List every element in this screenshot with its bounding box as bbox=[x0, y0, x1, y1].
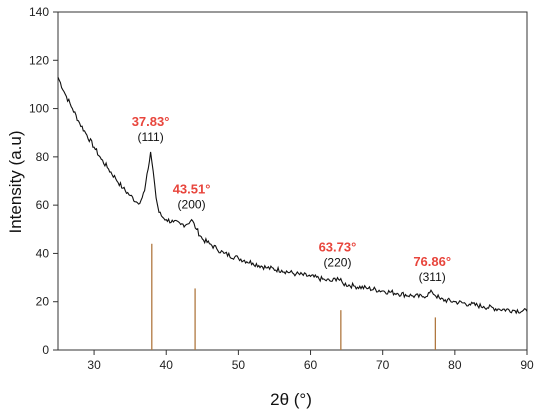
y-axis-title: Intensity (a.u) bbox=[6, 131, 25, 234]
peak-hkl-label: (200) bbox=[178, 198, 206, 212]
y-tick-label: 20 bbox=[36, 295, 50, 309]
x-tick-label: 40 bbox=[160, 358, 174, 372]
x-tick-label: 60 bbox=[304, 358, 318, 372]
peak-angle-label: 43.51° bbox=[173, 182, 211, 197]
x-tick-label: 50 bbox=[232, 358, 246, 372]
y-tick-label: 60 bbox=[36, 198, 50, 212]
y-tick-label: 140 bbox=[29, 5, 49, 19]
y-tick-label: 80 bbox=[36, 150, 50, 164]
y-tick-label: 120 bbox=[29, 53, 49, 67]
y-tick-label: 100 bbox=[29, 102, 49, 116]
peak-angle-label: 76.86° bbox=[413, 254, 451, 269]
y-tick-label: 40 bbox=[36, 246, 50, 260]
x-tick-label: 80 bbox=[448, 358, 462, 372]
x-tick-label: 70 bbox=[376, 358, 390, 372]
series-layer bbox=[57, 76, 528, 315]
plot-area bbox=[57, 11, 528, 351]
x-tick-label: 90 bbox=[520, 358, 534, 372]
x-axis-title: 2θ (°) bbox=[270, 390, 312, 409]
plot-frame bbox=[57, 11, 528, 351]
x-tick-label: 30 bbox=[87, 358, 101, 372]
peak-hkl-label: (311) bbox=[419, 270, 446, 284]
peak-angle-label: 37.83° bbox=[132, 114, 170, 129]
peak-annotations: 37.83°(111) 43.51°(200) 63.73°(220) 76.86°(… bbox=[132, 114, 451, 284]
xrd-pattern-line bbox=[57, 76, 528, 315]
axes: 30 40 50 60 70 80 90 0 20 40 60 80 100 120 140 bbox=[29, 5, 534, 372]
peak-angle-label: 63.73° bbox=[319, 240, 357, 255]
y-tick-label: 0 bbox=[42, 343, 49, 357]
peak-hkl-label: (220) bbox=[323, 256, 351, 270]
peak-hkl-label: (111) bbox=[137, 130, 163, 144]
reference-lines bbox=[151, 243, 437, 350]
